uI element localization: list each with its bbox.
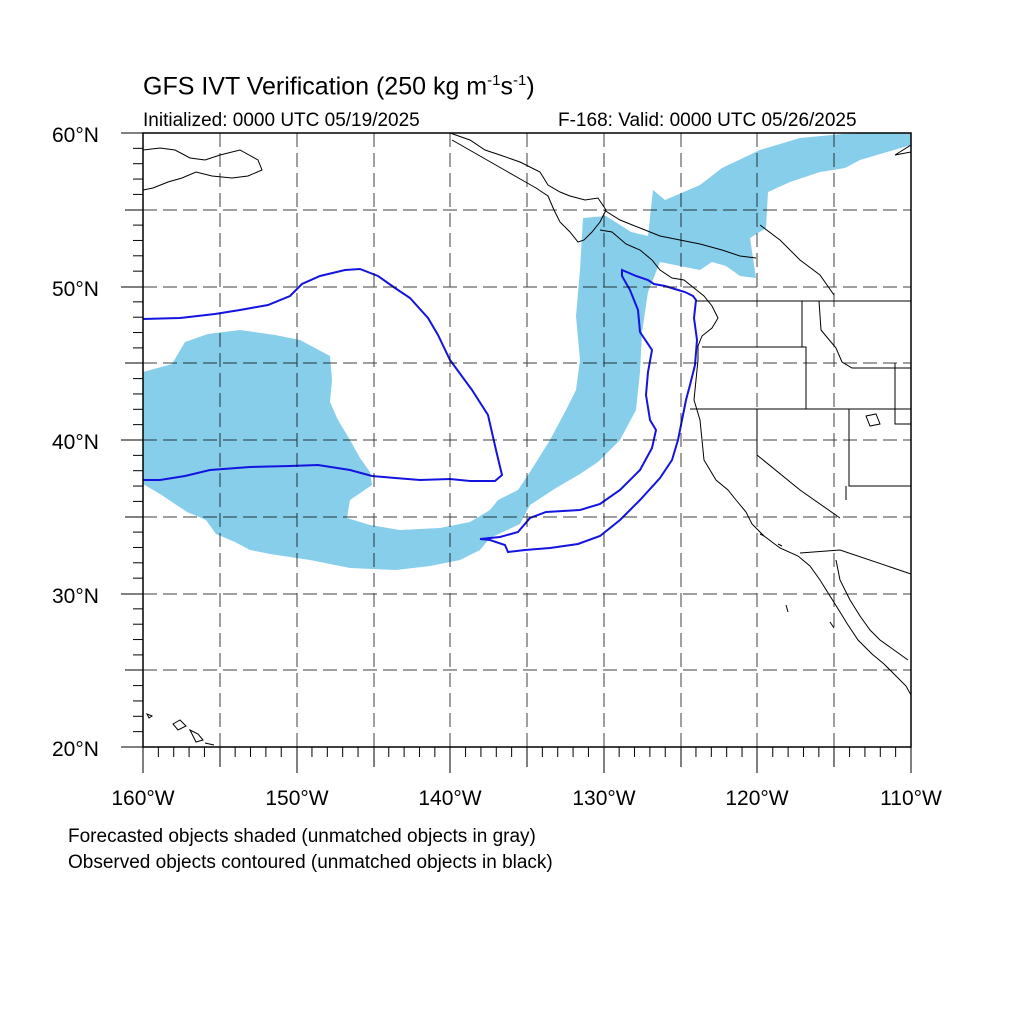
valid-time-label: F-168: Valid: 0000 UTC 05/26/2025 [558,110,857,131]
lat-label-30n: 30°N [52,585,99,608]
lat-label-60n: 60°N [52,124,99,147]
lon-label-140w: 140°W [418,787,481,810]
lon-label-160w: 160°W [111,787,174,810]
initialized-label: Initialized: 0000 UTC 05/19/2025 [143,110,420,131]
lat-label-50n: 50°N [52,278,99,301]
observed-contour-north-loop [143,267,504,482]
minor-ticks [133,147,897,757]
observed-legend-note: Observed objects contoured (unmatched ob… [68,852,553,873]
forecast-object-ar-main [143,133,911,570]
lon-label-120w: 120°W [725,787,788,810]
lon-label-110w: 110°W [880,787,942,810]
political-borders [690,300,911,575]
forecast-legend-note: Forecasted objects shaded (unmatched obj… [68,826,536,847]
chart-title: GFS IVT Verification (250 kg m-1s-1) [143,72,535,101]
lon-label-150w: 150°W [265,787,328,810]
coastlines [143,133,911,746]
lon-label-130w: 130°W [572,787,635,810]
lat-label-40n: 40°N [52,431,99,454]
lat-label-20n: 20°N [52,738,99,761]
observed-contour-east-ar [479,268,699,554]
axis-ticks [121,132,912,773]
